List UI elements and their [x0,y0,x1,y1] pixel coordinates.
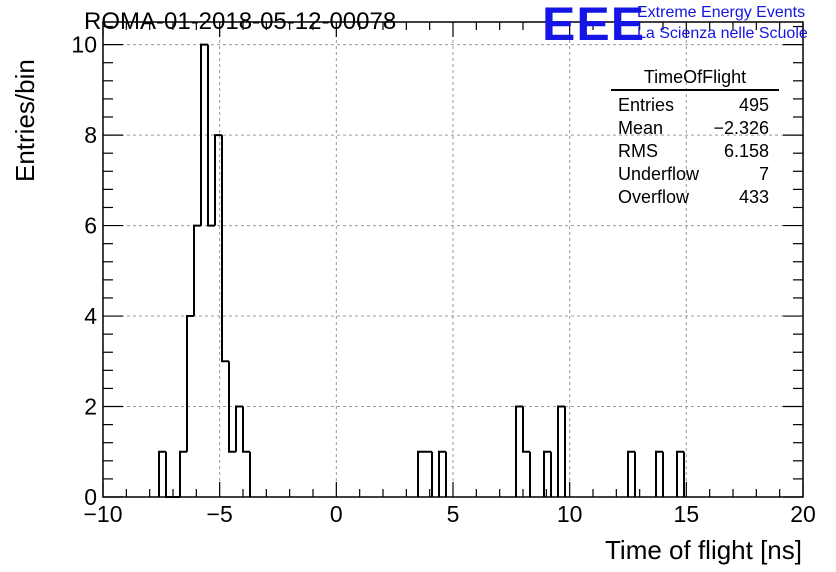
stats-value: 495 [738,95,769,115]
stats-label: Mean [618,118,664,138]
histogram-bin [179,450,187,497]
stats-label: RMS [618,141,658,161]
x-tick-label: −10 [83,501,122,527]
histogram-bin [235,405,243,452]
x-axis-label: Time of flight [ns] [605,535,802,565]
stats-value: 6.158 [723,141,769,161]
grid-lines [103,22,803,497]
eee-logo-text-line2: La Scienza nelle Scuole [637,25,808,42]
stats-label: Overflow [618,187,690,207]
plot-title: ROMA-01-2018-05-12-00078 [84,8,397,35]
histogram-bin [207,44,215,227]
y-tick-label: 6 [84,213,97,239]
y-tick-label: 4 [84,303,97,329]
histogram-bin [557,405,565,497]
stats-row-entries: Entries 495 [611,94,779,117]
statistics-box: TimeOfFlight Entries 495 Mean −2.326 RMS… [611,66,779,209]
y-tick-label: 8 [84,122,97,148]
plot-frame-and-ticks [102,21,804,498]
histogram-bin [242,406,250,453]
histogram-bin [627,450,635,497]
histogram-bin [158,450,166,497]
x-tick-label: 10 [557,501,583,527]
stats-label: Underflow [618,164,700,184]
histogram-bin [417,450,425,497]
histogram-bin [676,450,684,497]
histogram-series [158,43,685,498]
histogram-bin [165,451,173,498]
stats-value: 433 [738,187,769,207]
x-tick-label: 15 [674,501,700,527]
tick-labels: −10 −5 0 5 10 15 20 0 2 4 6 8 10 [71,32,815,527]
y-tick-label: 2 [84,394,97,420]
eee-logo: EEE [542,0,646,51]
x-tick-label: 20 [790,501,816,527]
histogram-bin [522,406,530,453]
stats-row-mean: Mean −2.326 [611,117,779,140]
x-tick-label: −5 [207,501,233,527]
stats-value: −2.326 [713,118,769,138]
histogram-bin [655,450,663,497]
stats-value: 7 [758,164,769,184]
stats-title: TimeOfFlight [643,67,747,87]
y-tick-label: 10 [71,32,97,58]
histogram-bin [228,361,236,453]
stats-row-overflow: Overflow 433 [611,186,779,209]
histogram-bin [214,134,222,226]
x-tick-label: 0 [330,501,343,527]
histogram-bin [221,135,229,363]
histogram-bin [515,405,523,497]
y-tick-label: 0 [84,484,97,510]
histogram-bin [186,315,194,452]
stats-label: Entries [618,95,675,115]
histogram-bin [200,43,208,226]
histogram-bin [543,450,551,497]
y-axis-label: Entries/bin [10,59,40,182]
histogram-bin [438,450,446,497]
x-tick-label: 5 [447,501,460,527]
stats-row-rms: RMS 6.158 [611,140,779,163]
eee-logo-text-line1: Extreme Energy Events [637,4,806,21]
stats-divider [611,89,779,91]
stats-row-underflow: Underflow 7 [611,163,779,186]
histogram-bin [193,224,201,317]
